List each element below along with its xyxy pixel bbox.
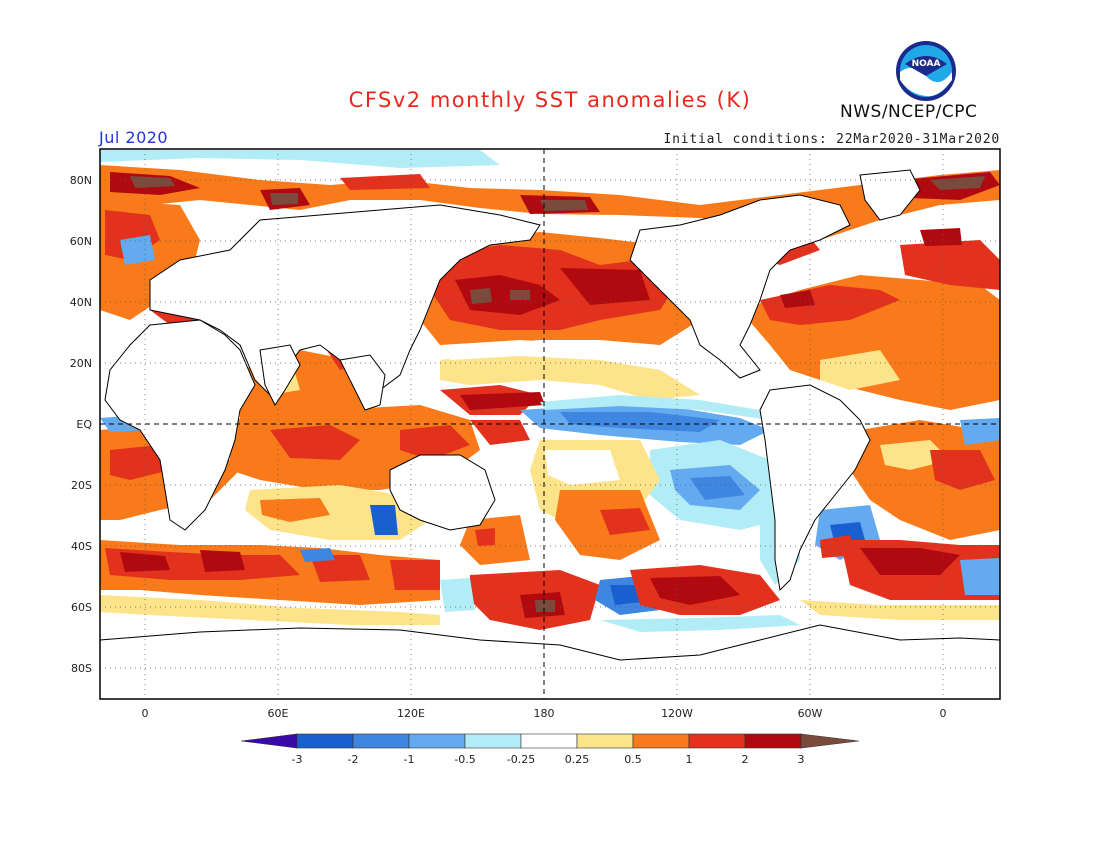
map-title: CFSv2 monthly SST anomalies (K) <box>348 88 752 112</box>
colorbar-swatch <box>576 733 634 749</box>
lat-label: 80N <box>70 174 92 187</box>
colorbar-extend-high <box>800 733 860 749</box>
longitude-labels: 0 60E 120E 180 120W 60W 0 <box>142 707 947 720</box>
lat-label: 80S <box>71 662 92 675</box>
latitude-labels: 80N 60N 40N 20N EQ 20S 40S 60S 80S <box>70 174 93 675</box>
colorbar-swatch <box>464 733 522 749</box>
colorbar-label: -1 <box>404 753 415 766</box>
lon-label: 120E <box>397 707 425 720</box>
colorbar-label: -2 <box>348 753 359 766</box>
initial-conditions-label: Initial conditions: 22Mar2020-31Mar2020 <box>663 132 1000 147</box>
lat-label: 40S <box>71 540 92 553</box>
colorbar-swatch <box>520 733 578 749</box>
valid-month-label: Jul 2020 <box>99 128 169 147</box>
colorbar-label: 0.25 <box>565 753 590 766</box>
colorbar-label: -0.5 <box>454 753 475 766</box>
colorbar-swatch <box>744 733 802 749</box>
colorbar-label: -0.25 <box>507 753 535 766</box>
colorbar-swatch <box>296 733 354 749</box>
agency-label: NWS/NCEP/CPC <box>840 102 978 122</box>
lat-label: 20S <box>71 479 92 492</box>
lon-label: 0 <box>940 707 947 720</box>
lat-label: 40N <box>70 296 92 309</box>
map-frame <box>99 148 1001 700</box>
colorbar-swatch <box>352 733 410 749</box>
lon-label: 60E <box>268 707 289 720</box>
colorbar-swatch <box>632 733 690 749</box>
colorbar-swatch <box>688 733 746 749</box>
colorbar-label: 0.5 <box>624 753 642 766</box>
colorbar-label: 2 <box>742 753 749 766</box>
colorbar-label: 1 <box>686 753 693 766</box>
lon-label: 180 <box>534 707 555 720</box>
lon-label: 60W <box>798 707 823 720</box>
colorbar-extend-low <box>240 733 298 749</box>
colorbar <box>240 733 860 749</box>
noaa-logo-text: NOAA <box>912 59 941 69</box>
noaa-logo: NOAA <box>896 41 956 101</box>
lat-label: 60S <box>71 601 92 614</box>
lon-label: 0 <box>142 707 149 720</box>
colorbar-label: 3 <box>798 753 805 766</box>
colorbar-swatch <box>408 733 466 749</box>
colorbar-label: -3 <box>292 753 303 766</box>
lat-label: 20N <box>70 357 92 370</box>
lon-label: 120W <box>661 707 693 720</box>
colorbar-labels: -3 -2 -1 -0.5 -0.25 0.25 0.5 1 2 3 <box>292 753 805 766</box>
lat-label: 60N <box>70 235 92 248</box>
lat-label: EQ <box>76 418 92 431</box>
